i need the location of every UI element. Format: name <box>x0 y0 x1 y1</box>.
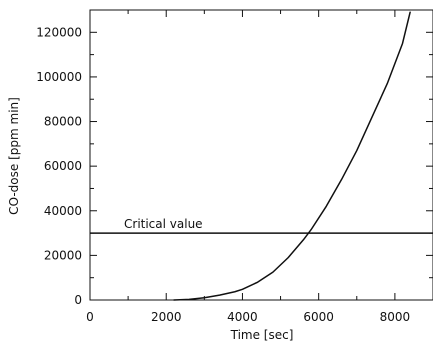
plot-area: 0 2000 4000 6000 800002000040000600008000010… <box>36 9 433 324</box>
y-tick-label: 60000 <box>44 159 82 173</box>
plot-frame <box>89 9 433 301</box>
x-tick-label: 4000 <box>227 310 258 324</box>
x-tick-label: 0 <box>86 310 94 324</box>
y-tick-label: 120000 <box>36 25 82 39</box>
y-axis-label: CO-dose [ppm min] <box>7 97 21 215</box>
x-tick-label: 2000 <box>151 310 182 324</box>
y-tick-label: 100000 <box>36 70 82 84</box>
y-tick-label: 40000 <box>44 204 82 218</box>
critical-value-label: Critical value <box>124 217 203 231</box>
x-tick-label: 8000 <box>380 310 411 324</box>
y-tick-label: 20000 <box>44 248 82 262</box>
y-tick-label: 80000 <box>44 115 82 129</box>
x-tick-label: 6000 <box>303 310 334 324</box>
co-dose-series-line <box>173 11 411 301</box>
y-tick-label: 0 <box>74 293 82 307</box>
x-axis-label: Time [sec] <box>230 328 294 342</box>
